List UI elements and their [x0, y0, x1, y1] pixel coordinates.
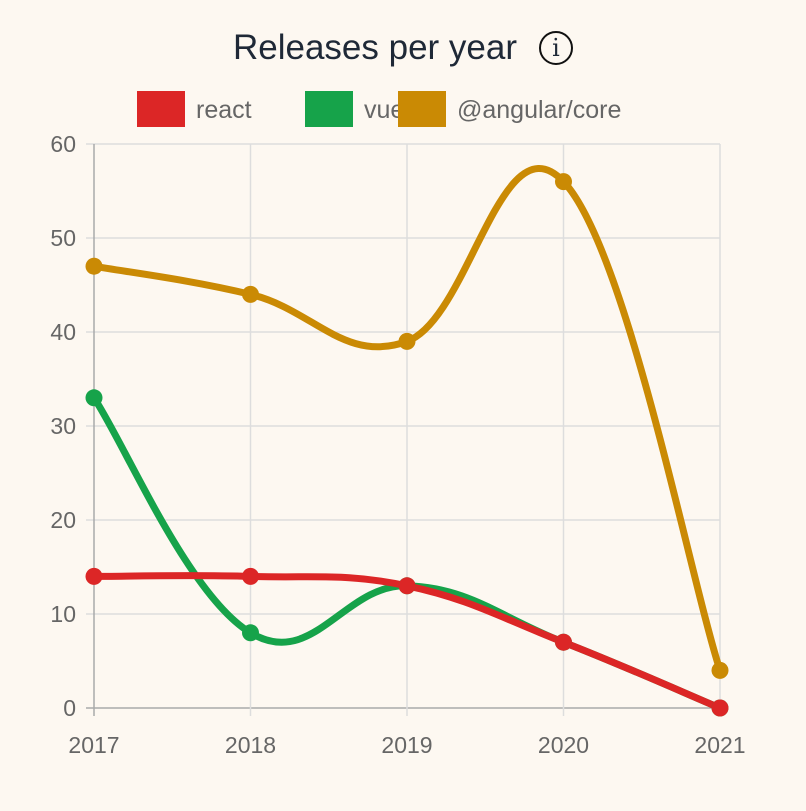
y-tick-label: 60 — [50, 131, 76, 157]
x-tick-label: 2017 — [68, 732, 119, 758]
data-point-angularcore — [85, 257, 103, 275]
chart-title: Releases per year i — [0, 26, 806, 68]
legend-swatch-angularcore — [398, 91, 446, 127]
x-tick-label: 2019 — [381, 732, 432, 758]
data-point-angularcore — [398, 332, 416, 350]
legend-label: @angular/core — [457, 96, 621, 124]
x-tick-label: 2021 — [694, 732, 745, 758]
y-tick-label: 10 — [50, 601, 76, 627]
series-line-angularcore — [90, 165, 724, 674]
data-point-react — [242, 567, 259, 585]
legend-label: vue — [364, 96, 404, 124]
data-point-vue — [85, 389, 103, 407]
data-point-angularcore — [242, 285, 259, 303]
legend-label: react — [196, 96, 252, 124]
data-point-react — [85, 567, 103, 585]
data-point-vue — [242, 624, 259, 642]
chart-title-text: Releases per year — [232, 27, 518, 67]
info-circle-icon[interactable]: i — [539, 30, 574, 65]
legend-swatch-vue — [305, 91, 353, 127]
data-point-angularcore — [555, 173, 572, 191]
y-tick-label: 20 — [50, 507, 76, 533]
data-point-react — [555, 633, 572, 651]
legend-swatch-react — [137, 91, 185, 127]
y-tick-label: 30 — [50, 413, 76, 439]
y-tick-label: 0 — [63, 695, 76, 721]
x-tick-label: 2018 — [225, 732, 276, 758]
y-tick-label: 40 — [50, 319, 76, 345]
data-point-react — [711, 699, 729, 717]
y-tick-label: 50 — [50, 225, 76, 251]
data-point-react — [398, 577, 416, 595]
data-point-angularcore — [711, 661, 729, 679]
x-tick-label: 2020 — [538, 732, 589, 758]
